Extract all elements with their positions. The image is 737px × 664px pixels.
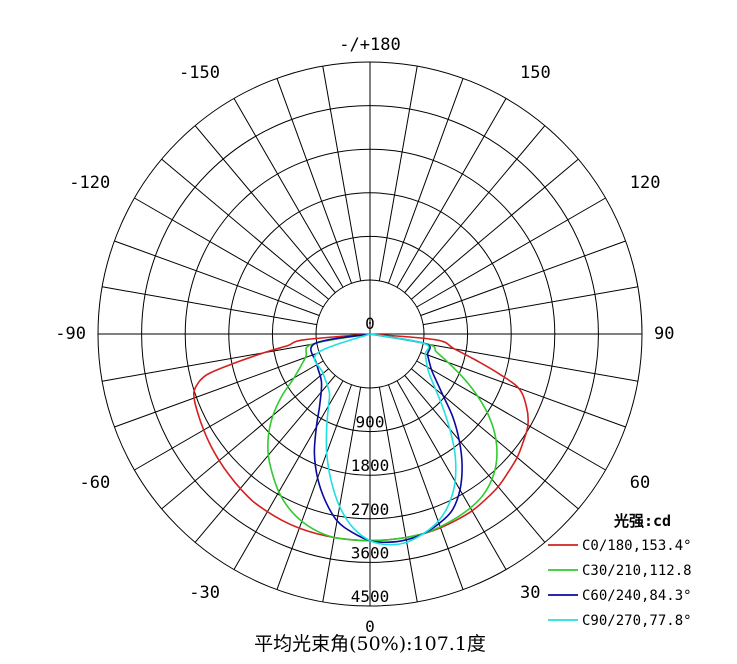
grid-spoke-340: [276, 384, 353, 590]
grid-spoke-290: [114, 351, 320, 428]
angle-label-60: 60: [630, 473, 650, 493]
radial-tick-labels: 0 900 1800 2700 3600 4500: [351, 314, 390, 606]
series-curve-3: [310, 333, 463, 544]
series-curve-2: [267, 333, 498, 542]
angle-label-neg90: -90: [55, 324, 86, 344]
legend-label-4: C90/270,77.8°: [582, 613, 692, 629]
angle-label-0: 0: [365, 617, 375, 636]
grid-spoke-170: [378, 66, 418, 281]
legend-label-3: C60/240,84.3°: [582, 588, 692, 604]
angle-label-150: 150: [520, 63, 551, 83]
series-curve-4: [313, 333, 457, 546]
radial-tick-label: 0: [365, 314, 375, 333]
grid-spoke-60: [416, 360, 606, 471]
angle-label-180: -/+180: [339, 35, 400, 55]
grid-spoke-50: [411, 368, 579, 510]
grid-spoke-330: [233, 380, 344, 570]
grid-spoke-280: [102, 342, 317, 382]
grid-spoke-150: [396, 98, 507, 288]
radial-tick-label: 900: [356, 413, 385, 432]
grid-spoke-160: [387, 78, 464, 284]
legend-title: 光强:cd: [613, 512, 671, 530]
grid-spoke-80: [423, 342, 638, 382]
grid-spoke-120: [416, 197, 606, 308]
grid-spoke-30: [396, 380, 507, 570]
grid-spoke-130: [411, 158, 579, 300]
radial-tick-label: 3600: [351, 543, 390, 562]
legend: 光强:cd C0/180,153.4° C30/210,112.8 C60/240,…: [548, 512, 692, 629]
grid-spoke-140: [404, 125, 546, 293]
footer-beam-angle: 平均光束角(50%):107.1度: [254, 633, 486, 655]
radial-tick-label: 1800: [351, 456, 390, 475]
grid-spoke-240: [134, 197, 324, 308]
grid-spoke-320: [194, 375, 336, 543]
angle-label-neg60: -60: [79, 473, 110, 493]
radial-tick-label: 4500: [351, 587, 390, 606]
legend-label-2: C30/210,112.8: [582, 563, 692, 579]
grid-spoke-300: [134, 360, 324, 471]
grid-spoke-10: [378, 387, 418, 602]
grid-spoke-20: [387, 384, 464, 590]
grid-spoke-70: [420, 351, 626, 428]
polar-grid: [97, 61, 643, 607]
grid-spoke-40: [404, 375, 546, 543]
grid-spoke-220: [194, 125, 336, 293]
radial-tick-label: 2700: [351, 500, 390, 519]
grid-spoke-310: [161, 368, 329, 510]
grid-spoke-100: [423, 286, 638, 326]
angle-labels: 0 150 120 90 60 30 -30 -60 -90 -120 -150 -/+180: [55, 35, 674, 636]
series-layer: [192, 333, 529, 546]
grid-spoke-250: [114, 240, 320, 317]
grid-spoke-190: [322, 66, 362, 281]
angle-label-neg30: -30: [189, 583, 220, 603]
grid-spoke-260: [102, 286, 317, 326]
grid-spoke-350: [322, 387, 362, 602]
grid-spoke-230: [161, 158, 329, 300]
angle-label-neg150: -150: [179, 63, 220, 83]
legend-label-1: C0/180,153.4°: [582, 538, 692, 554]
angle-label-120: 120: [630, 173, 661, 193]
angle-label-90: 90: [654, 324, 674, 344]
angle-label-neg120: -120: [69, 173, 110, 193]
grid-spoke-210: [233, 98, 344, 288]
grid-spoke-110: [420, 240, 626, 317]
angle-label-30: 30: [520, 583, 540, 603]
grid-spoke-200: [276, 78, 353, 284]
